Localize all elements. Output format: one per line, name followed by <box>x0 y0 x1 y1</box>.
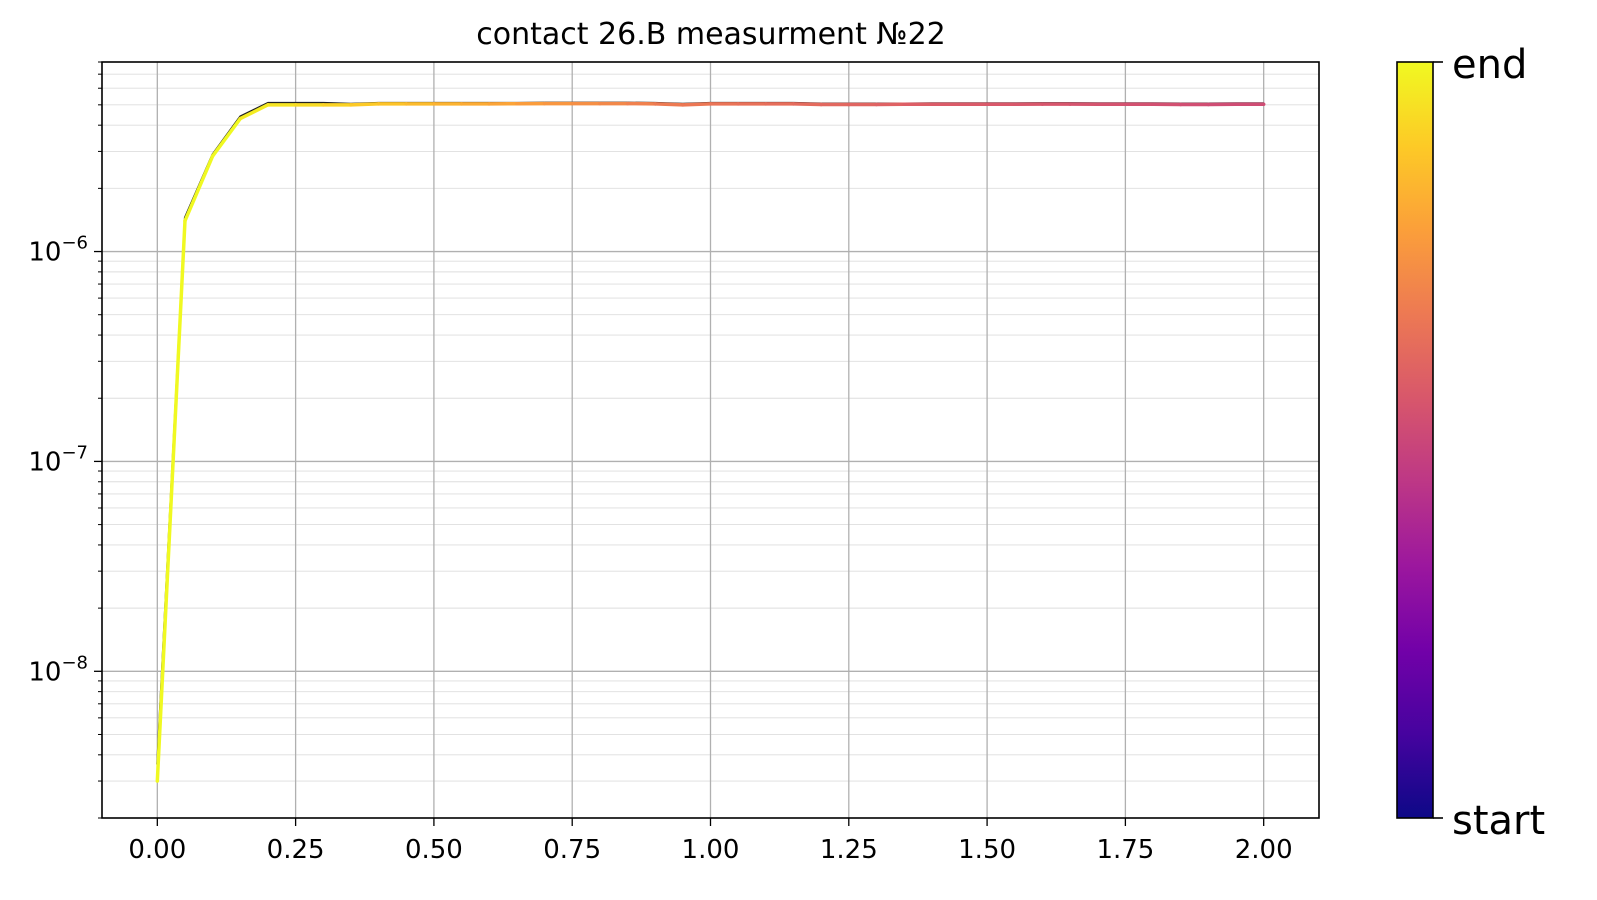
x-tick-label: 1.25 <box>820 835 878 865</box>
series-2-segment <box>210 116 243 158</box>
colorbar <box>1396 61 1434 819</box>
axis-ticks <box>94 61 1265 826</box>
x-tick-label: 2.00 <box>1235 835 1293 865</box>
series-2-segment <box>183 154 215 223</box>
series-2 <box>155 101 1266 783</box>
series-2-segment <box>681 102 713 107</box>
series-2-segment <box>238 103 270 121</box>
grid <box>102 61 1319 819</box>
chart-title: contact 26.B measurment №22 <box>476 17 946 52</box>
x-tick-label: 0.25 <box>267 835 325 865</box>
y-tick-label: 10−7 <box>28 442 88 477</box>
x-tick-label: 1.50 <box>958 835 1016 865</box>
colorbar-label-start: start <box>1452 798 1545 844</box>
x-tick-label: 1.00 <box>682 835 740 865</box>
series-2-segment <box>653 102 685 107</box>
series-group <box>155 101 1266 783</box>
series-2-segment <box>349 102 381 107</box>
colorbar-label-end: end <box>1452 42 1527 88</box>
series-2-segment <box>155 219 187 783</box>
x-tick-label: 0.75 <box>543 835 601 865</box>
x-tick-label: 0.00 <box>128 835 186 865</box>
y-tick-labels: 10−8 10−7 10−6 <box>28 233 88 688</box>
x-tick-label: 1.75 <box>1096 835 1154 865</box>
x-tick-label: 0.50 <box>405 835 463 865</box>
x-tick-labels: 0.00 0.25 0.50 0.75 1.00 1.25 1.50 1.75 2.00 <box>128 835 1292 865</box>
series-2-segment <box>791 102 823 107</box>
y-tick-label: 10−6 <box>28 233 88 268</box>
y-tick-label: 10−8 <box>28 652 88 687</box>
